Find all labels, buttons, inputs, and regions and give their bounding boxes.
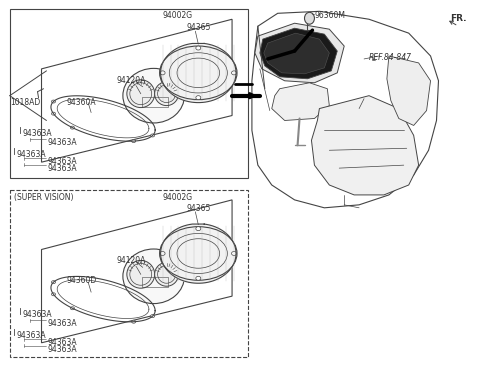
Text: (SUPER VISION): (SUPER VISION) (14, 193, 73, 202)
Ellipse shape (160, 71, 165, 75)
Bar (10, 190, 248, 357)
Text: 94002G: 94002G (163, 11, 192, 20)
Ellipse shape (71, 126, 74, 129)
Ellipse shape (160, 251, 165, 255)
Ellipse shape (132, 108, 136, 111)
Ellipse shape (151, 315, 155, 318)
Text: 94363A: 94363A (48, 338, 77, 347)
Text: 94120A: 94120A (117, 256, 146, 265)
Ellipse shape (123, 249, 184, 304)
Text: 94363A: 94363A (48, 164, 77, 173)
Text: 94363A: 94363A (17, 331, 47, 340)
Text: 94363A: 94363A (48, 138, 77, 147)
Text: 94365: 94365 (186, 23, 211, 32)
Ellipse shape (155, 262, 179, 286)
Ellipse shape (196, 227, 201, 231)
Ellipse shape (127, 261, 155, 288)
Ellipse shape (304, 12, 314, 24)
Text: 94363A: 94363A (48, 319, 77, 328)
Ellipse shape (196, 276, 201, 280)
Ellipse shape (51, 293, 56, 296)
Text: 94120A: 94120A (117, 76, 146, 85)
Ellipse shape (132, 289, 136, 291)
Bar (10, 9, 248, 178)
Ellipse shape (132, 139, 136, 142)
Ellipse shape (51, 281, 56, 284)
Polygon shape (264, 33, 329, 74)
Polygon shape (260, 28, 337, 79)
Ellipse shape (231, 71, 237, 75)
Polygon shape (161, 43, 236, 103)
Polygon shape (272, 83, 329, 120)
Text: 1018AD: 1018AD (10, 98, 40, 107)
Ellipse shape (155, 82, 179, 106)
Polygon shape (312, 96, 419, 195)
Text: 94002G: 94002G (163, 193, 192, 202)
Bar (142, 97, 168, 107)
Ellipse shape (196, 46, 201, 50)
Text: 96360M: 96360M (314, 11, 346, 20)
Text: 94363A: 94363A (48, 345, 77, 354)
Text: 94363A: 94363A (17, 150, 47, 159)
Text: REF.84-847: REF.84-847 (369, 53, 412, 62)
Text: 94365: 94365 (186, 204, 211, 213)
Text: 94363A: 94363A (48, 157, 77, 166)
Text: 94360A: 94360A (66, 98, 96, 107)
Bar (142, 277, 168, 287)
Polygon shape (387, 56, 431, 125)
Ellipse shape (123, 68, 184, 123)
Ellipse shape (51, 112, 56, 115)
Text: 94363A: 94363A (23, 310, 52, 319)
Ellipse shape (196, 96, 201, 100)
Ellipse shape (51, 100, 56, 103)
Text: FR.: FR. (450, 14, 467, 23)
Text: 94363A: 94363A (23, 130, 52, 138)
Polygon shape (255, 23, 344, 83)
Ellipse shape (71, 307, 74, 310)
Ellipse shape (132, 320, 136, 323)
Ellipse shape (127, 80, 155, 107)
Polygon shape (161, 224, 236, 283)
Text: 94360D: 94360D (66, 276, 96, 285)
Ellipse shape (151, 134, 155, 137)
Ellipse shape (231, 251, 237, 255)
